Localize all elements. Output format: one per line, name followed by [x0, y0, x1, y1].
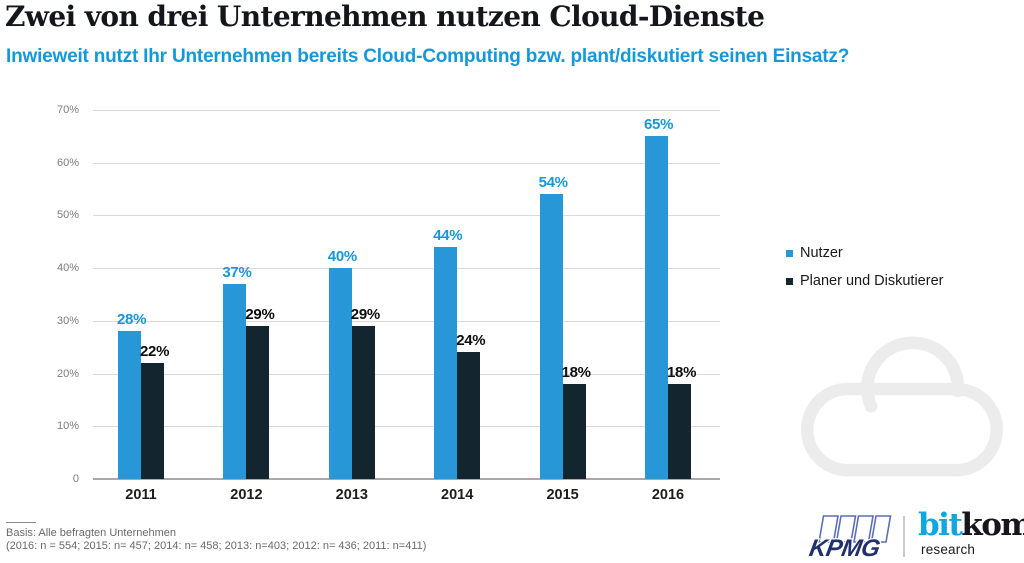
- x-axis-label: 2013: [335, 487, 368, 503]
- bar-planer-und-diskutierer-2014: [457, 352, 481, 479]
- bar-nutzer-2016: [645, 136, 668, 479]
- chart-legend: Nutzer Planer und Diskutierer: [786, 244, 943, 300]
- bar-value-label: 40%: [327, 248, 357, 266]
- bar-planer-und-diskutierer-2011: [141, 363, 164, 479]
- y-axis-label: 30%: [56, 314, 79, 327]
- x-axis-label: 2015: [546, 487, 579, 503]
- x-axis-label: 2016: [651, 487, 685, 503]
- y-axis-label: 0: [72, 473, 79, 485]
- legend-item: Nutzer: [786, 244, 943, 263]
- bitkom-wordmark-kom: kom: [961, 507, 1024, 543]
- cloud-hump-outline: [861, 336, 965, 413]
- gridline: [93, 268, 720, 270]
- bar-value-label: 24%: [456, 332, 486, 350]
- kpmg-logo: KPMG: [806, 515, 892, 560]
- bitkom-wordmark: bitkom: [918, 508, 1024, 542]
- gridline: [93, 162, 720, 164]
- bar-value-label: 29%: [245, 306, 275, 324]
- x-axis-line: [93, 478, 720, 480]
- bar-nutzer-2015: [539, 194, 563, 479]
- kpmg-wordmark: KPMG: [807, 535, 882, 560]
- kpmg-squares: [818, 515, 892, 543]
- y-axis-label: 50%: [56, 209, 79, 222]
- bar-nutzer-2013: [328, 268, 352, 479]
- gridline: [93, 373, 720, 375]
- y-axis-label: 10%: [56, 420, 79, 433]
- y-axis-label: 70%: [56, 104, 79, 116]
- footnote-divider: [6, 522, 36, 523]
- legend-swatch-icon: [786, 278, 793, 285]
- bar-value-label: 22%: [140, 343, 170, 361]
- x-axis-label: 2014: [441, 487, 474, 503]
- gridline: [93, 426, 720, 428]
- x-axis-label: 2012: [230, 487, 263, 503]
- bar-nutzer-2012: [223, 283, 247, 479]
- bar-nutzer-2014: [434, 247, 458, 479]
- bar-value-label: 29%: [350, 306, 380, 324]
- footnote-sample-sizes: (2016: n = 554; 2015: n= 457; 2014: n= 4…: [6, 540, 427, 552]
- gridline: [93, 320, 720, 322]
- page-title: Zwei von drei Unternehmen nutzen Cloud-D…: [5, 0, 765, 33]
- bar-value-label: 18%: [561, 364, 591, 382]
- cloud-outline-icon: [801, 336, 1003, 477]
- legend-label: Nutzer: [800, 245, 843, 261]
- y-axis-label: 20%: [56, 367, 79, 380]
- bar-planer-und-diskutierer-2013: [351, 326, 375, 479]
- legend-label: Planer und Diskutierer: [800, 273, 944, 289]
- bar-value-label: 54%: [538, 174, 568, 192]
- cloud-body-outline: [801, 382, 1003, 477]
- bar-planer-und-diskutierer-2012: [246, 326, 270, 479]
- bar-value-label: 65%: [644, 116, 674, 134]
- bar-value-label: 28%: [117, 311, 147, 329]
- bar-planer-und-diskutierer-2015: [562, 384, 586, 479]
- page-subtitle: Inwieweit nutzt Ihr Unternehmen bereits …: [6, 46, 850, 67]
- gridline: [93, 110, 720, 111]
- footnote-basis: Basis: Alle befragten Unternehmen: [6, 527, 176, 539]
- bar-planer-und-diskutierer-2016: [668, 384, 691, 479]
- gridline: [93, 215, 720, 217]
- logo-divider: [903, 516, 905, 557]
- bar-value-label: 44%: [433, 227, 463, 245]
- bitkom-research-label: research: [921, 542, 976, 557]
- legend-item: Planer und Diskutierer: [786, 272, 943, 291]
- legend-swatch-icon: [786, 250, 793, 257]
- y-axis-label: 40%: [56, 262, 79, 275]
- bitkom-wordmark-bit: bit: [918, 507, 963, 543]
- bar-nutzer-2011: [118, 331, 141, 479]
- bar-value-label: 37%: [222, 263, 252, 281]
- x-axis-label: 2011: [125, 487, 157, 503]
- bitkom-research-logo: bitkom research: [918, 508, 1024, 557]
- y-axis-label: 60%: [56, 156, 79, 169]
- bar-value-label: 18%: [667, 364, 697, 382]
